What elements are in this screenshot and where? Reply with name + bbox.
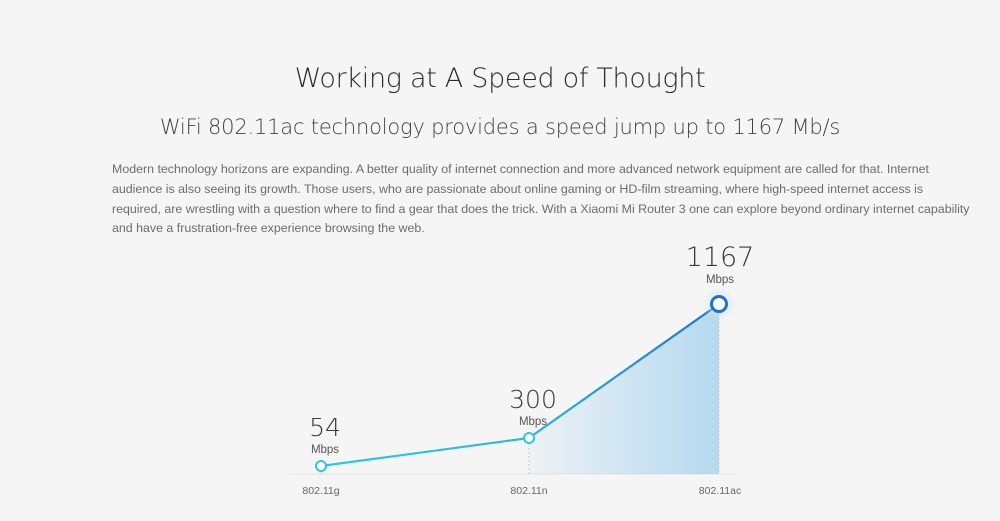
area-fill xyxy=(529,304,719,474)
data-point xyxy=(315,460,327,472)
unit-label: Mbps xyxy=(311,444,339,456)
data-label: 300 xyxy=(509,385,557,414)
x-tick-label: 802.11n xyxy=(510,485,547,497)
data-label: 54 xyxy=(309,413,341,442)
page-title: Working at A Speed of Thought xyxy=(294,63,706,94)
description-paragraph: Modern technology horizons are expanding… xyxy=(112,162,970,236)
data-label: 1167 xyxy=(686,242,755,273)
page-subtitle: WiFi 802.11ac technology provides a spee… xyxy=(159,115,841,139)
unit-label: Mbps xyxy=(706,274,734,286)
x-tick-label: 802.11g xyxy=(302,485,339,497)
unit-label: Mbps xyxy=(519,416,547,428)
x-tick-label: 802.11ac xyxy=(699,485,741,497)
data-point xyxy=(710,295,728,313)
data-point xyxy=(523,432,535,444)
